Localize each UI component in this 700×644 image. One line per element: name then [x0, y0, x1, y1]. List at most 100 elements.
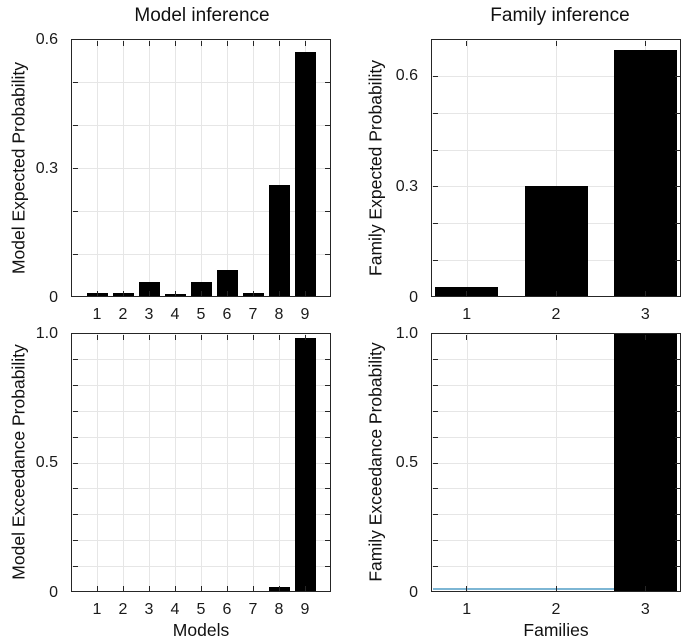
- gridline-vertical: [466, 334, 468, 591]
- ytick-mark: [324, 514, 330, 516]
- baseline-marker-line: [432, 588, 614, 590]
- ytick-mark: [72, 410, 78, 412]
- ytick-mark: [432, 488, 438, 490]
- ytick-mark: [674, 540, 680, 542]
- ytick-mark: [72, 540, 78, 542]
- ytick-mark: [432, 260, 438, 262]
- xtick-label: 7: [248, 306, 258, 323]
- ytick-label: 0.6: [395, 67, 418, 85]
- ytick-mark: [674, 436, 680, 438]
- ytick-mark: [324, 436, 330, 438]
- xtick-mark: [278, 334, 280, 340]
- xtick-mark: [555, 334, 557, 340]
- xtick-mark: [466, 585, 468, 591]
- xtick-mark: [174, 334, 176, 340]
- xtick-mark: [226, 290, 228, 296]
- xtick-label: 2: [118, 306, 128, 323]
- xtick-mark: [226, 334, 228, 340]
- ytick-mark: [674, 462, 680, 464]
- ytick-mark: [324, 410, 330, 412]
- ytick-mark: [674, 75, 680, 77]
- ytick-mark: [72, 514, 78, 516]
- xtick-mark: [226, 585, 228, 591]
- ytick-label: 0.5: [395, 454, 418, 471]
- bar-3: [613, 333, 677, 592]
- xtick-mark: [466, 334, 468, 340]
- xtick-label: 1: [462, 306, 472, 323]
- ytick-mark: [432, 223, 438, 225]
- xtick-mark: [304, 585, 306, 591]
- ytick-label: 0.3: [395, 177, 418, 195]
- xtick-label: 8: [274, 601, 284, 618]
- ytick-mark: [324, 82, 330, 83]
- gridline-vertical: [201, 40, 202, 296]
- gridline-vertical: [149, 40, 150, 296]
- gridline-vertical: [279, 334, 280, 591]
- xtick-label: 5: [196, 601, 206, 618]
- ytick-mark: [432, 410, 438, 412]
- ytick-mark: [432, 75, 438, 77]
- ytick-mark: [674, 384, 680, 386]
- ytick-mark: [674, 223, 680, 225]
- bar-5: [190, 282, 212, 297]
- ytick-mark: [432, 384, 438, 386]
- ytick-mark: [432, 540, 438, 542]
- xtick-mark: [96, 40, 98, 46]
- ytick-label: 0: [409, 583, 418, 601]
- ytick-mark: [72, 333, 78, 334]
- xtick-mark: [148, 585, 150, 591]
- xtick-label: 8: [274, 306, 284, 323]
- xtick-mark: [226, 40, 228, 46]
- gridline-vertical: [175, 334, 176, 591]
- xtick-mark: [96, 585, 98, 591]
- xtick-mark: [148, 334, 150, 340]
- ytick-mark: [432, 149, 438, 151]
- gridline-vertical: [556, 334, 557, 591]
- ytick-mark: [432, 333, 438, 334]
- xtick-mark: [122, 290, 124, 296]
- xtick-label: 6: [222, 601, 232, 618]
- bar-3: [613, 50, 677, 297]
- xtick-mark: [252, 334, 254, 340]
- bar-8: [268, 185, 290, 297]
- xtick-label: 4: [170, 601, 180, 618]
- ytick-label: 1.0: [35, 324, 58, 342]
- xtick-mark: [148, 40, 150, 46]
- bar-6: [216, 270, 238, 297]
- xtick-label: 9: [300, 306, 310, 323]
- bar-9: [294, 338, 316, 592]
- xtick-mark: [278, 585, 280, 591]
- xtick-mark: [148, 290, 150, 296]
- title-model-inference: Model inference: [134, 5, 270, 26]
- ytick-mark: [432, 436, 438, 438]
- ylabel-family-expected-probability: Family Expected Probability: [365, 60, 386, 276]
- ytick-label: 0: [49, 583, 58, 601]
- xtick-mark: [174, 40, 176, 46]
- xtick-label: 5: [196, 306, 206, 323]
- xtick-label: 1: [92, 306, 102, 323]
- ytick-label: 0.5: [35, 454, 58, 471]
- xtick-mark: [304, 40, 306, 46]
- ytick-mark: [324, 566, 330, 568]
- ytick-mark: [674, 186, 680, 188]
- ytick-mark: [432, 39, 438, 40]
- ytick-mark: [72, 254, 78, 255]
- xtick-mark: [174, 585, 176, 591]
- xtick-mark: [644, 40, 646, 46]
- ytick-mark: [432, 514, 438, 516]
- ytick-mark: [324, 488, 330, 490]
- xtick-mark: [278, 290, 280, 296]
- ytick-mark: [674, 333, 680, 334]
- ytick-label: 1.0: [395, 324, 418, 342]
- xtick-mark: [466, 290, 468, 296]
- bar-4: [164, 294, 186, 297]
- ytick-mark: [72, 211, 78, 212]
- bar-3: [138, 282, 160, 297]
- ytick-mark: [324, 384, 330, 386]
- title-family-inference: Family inference: [490, 5, 630, 26]
- ytick-mark: [674, 488, 680, 490]
- xtick-mark: [122, 334, 124, 340]
- xtick-mark: [252, 585, 254, 591]
- xtick-label: 3: [640, 306, 650, 323]
